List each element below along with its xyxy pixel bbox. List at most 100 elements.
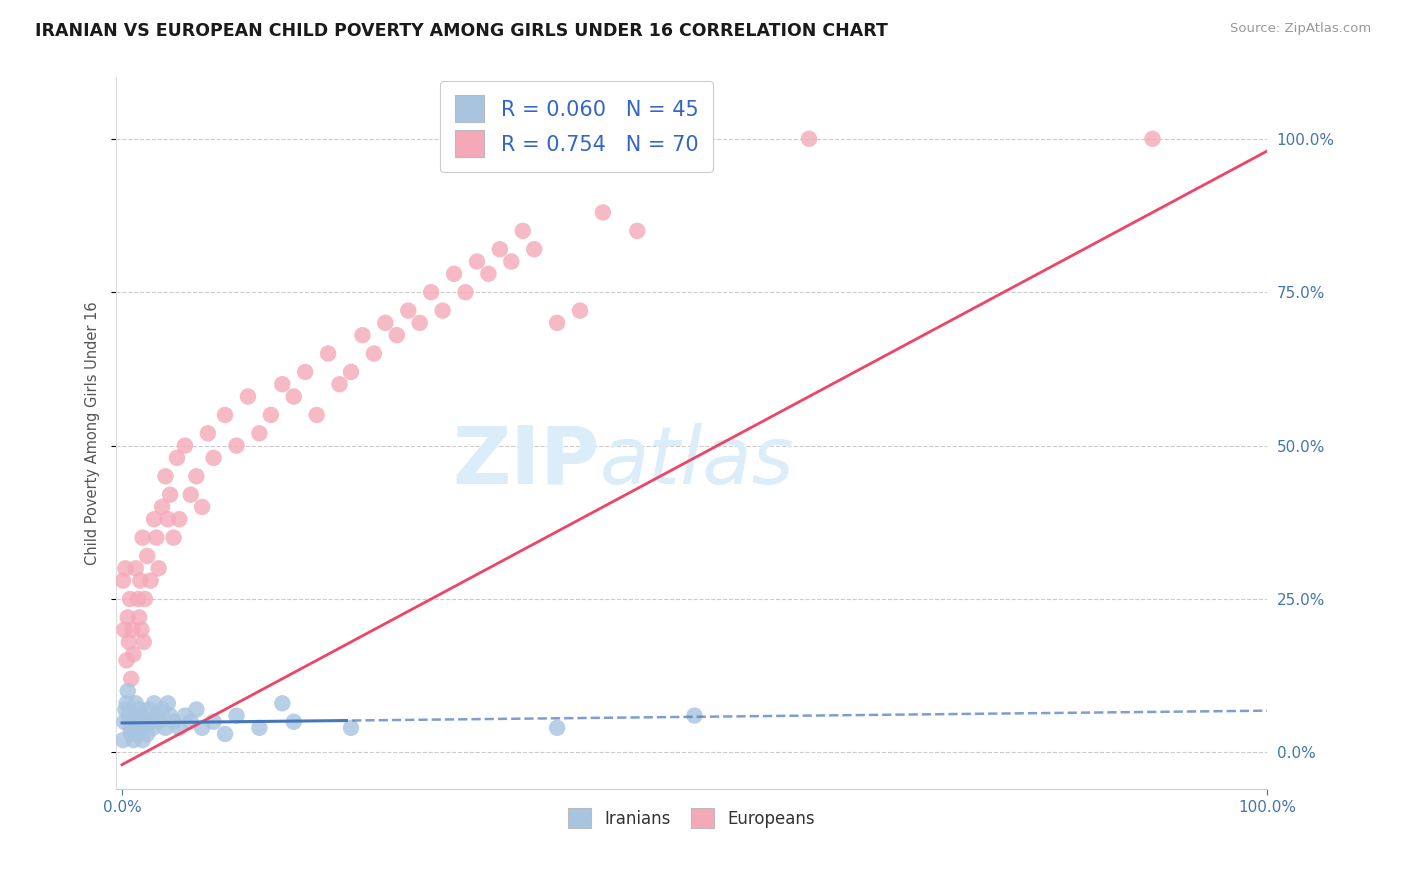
Point	[443, 267, 465, 281]
Point	[125, 696, 148, 710]
Point	[114, 561, 136, 575]
Point	[420, 285, 443, 300]
Point	[122, 647, 145, 661]
Point	[352, 328, 374, 343]
Point	[162, 714, 184, 729]
Point	[159, 708, 181, 723]
Point	[236, 390, 259, 404]
Point	[131, 733, 153, 747]
Point	[180, 714, 202, 729]
Point	[131, 531, 153, 545]
Point	[145, 531, 167, 545]
Point	[271, 696, 294, 710]
Point	[112, 574, 135, 588]
Text: IRANIAN VS EUROPEAN CHILD POVERTY AMONG GIRLS UNDER 16 CORRELATION CHART: IRANIAN VS EUROPEAN CHILD POVERTY AMONG …	[35, 22, 889, 40]
Point	[155, 721, 177, 735]
Point	[432, 303, 454, 318]
Point	[305, 408, 328, 422]
Point	[112, 714, 135, 729]
Point	[225, 708, 247, 723]
Point	[143, 512, 166, 526]
Point	[174, 439, 197, 453]
Point	[523, 242, 546, 256]
Point	[118, 721, 141, 735]
Point	[143, 696, 166, 710]
Point	[174, 708, 197, 723]
Point	[186, 469, 208, 483]
Point	[465, 254, 488, 268]
Legend: Iranians, Europeans: Iranians, Europeans	[561, 802, 823, 834]
Point	[374, 316, 396, 330]
Point	[128, 610, 150, 624]
Point	[134, 714, 156, 729]
Point	[797, 132, 820, 146]
Point	[162, 531, 184, 545]
Point	[115, 696, 138, 710]
Point	[159, 488, 181, 502]
Point	[125, 561, 148, 575]
Point	[546, 721, 568, 735]
Point	[501, 254, 523, 268]
Point	[340, 721, 363, 735]
Point	[121, 623, 143, 637]
Point	[197, 426, 219, 441]
Point	[150, 500, 173, 514]
Point	[214, 727, 236, 741]
Point	[546, 316, 568, 330]
Point	[294, 365, 316, 379]
Point	[142, 721, 165, 735]
Point	[114, 702, 136, 716]
Point	[260, 408, 283, 422]
Point	[120, 672, 142, 686]
Point	[124, 708, 146, 723]
Point	[225, 439, 247, 453]
Point	[136, 727, 159, 741]
Point	[128, 702, 150, 716]
Point	[156, 512, 179, 526]
Point	[138, 702, 160, 716]
Point	[340, 365, 363, 379]
Point	[1142, 132, 1164, 146]
Point	[131, 623, 153, 637]
Point	[129, 721, 152, 735]
Point	[129, 574, 152, 588]
Point	[592, 205, 614, 219]
Point	[131, 708, 153, 723]
Point	[117, 610, 139, 624]
Point	[139, 574, 162, 588]
Point	[316, 346, 339, 360]
Point	[363, 346, 385, 360]
Point	[166, 450, 188, 465]
Point	[329, 377, 352, 392]
Point	[121, 714, 143, 729]
Point	[167, 512, 190, 526]
Point	[569, 303, 592, 318]
Point	[186, 702, 208, 716]
Point	[683, 708, 706, 723]
Point	[191, 500, 214, 514]
Text: Source: ZipAtlas.com: Source: ZipAtlas.com	[1230, 22, 1371, 36]
Point	[115, 653, 138, 667]
Point	[148, 714, 170, 729]
Text: atlas: atlas	[599, 423, 794, 500]
Point	[127, 592, 149, 607]
Point	[167, 721, 190, 735]
Point	[180, 488, 202, 502]
Point	[156, 696, 179, 710]
Point	[247, 426, 270, 441]
Point	[202, 714, 225, 729]
Y-axis label: Child Poverty Among Girls Under 16: Child Poverty Among Girls Under 16	[86, 301, 100, 566]
Point	[489, 242, 512, 256]
Point	[118, 635, 141, 649]
Point	[409, 316, 432, 330]
Point	[512, 224, 534, 238]
Point	[191, 721, 214, 735]
Point	[145, 708, 167, 723]
Point	[150, 702, 173, 716]
Point	[385, 328, 408, 343]
Point	[136, 549, 159, 563]
Point	[127, 727, 149, 741]
Point	[139, 714, 162, 729]
Point	[120, 727, 142, 741]
Point	[122, 733, 145, 747]
